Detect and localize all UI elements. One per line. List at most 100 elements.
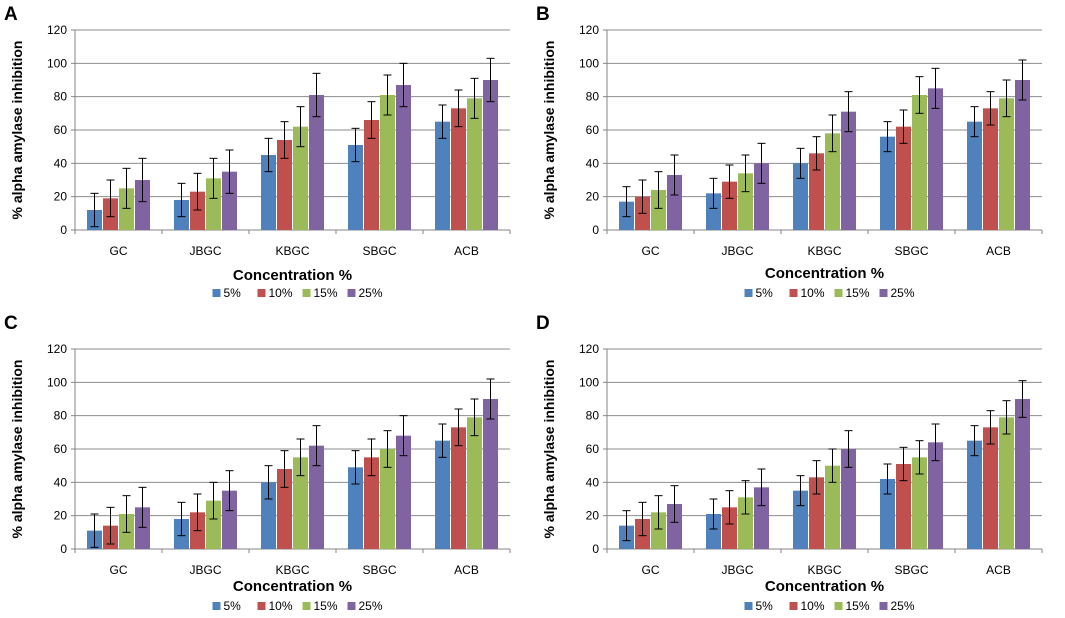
y-tick-label: 120: [579, 342, 599, 356]
bar: [396, 85, 411, 230]
chart-svg: D 0 20 40 60 80 100 120 GC JBGC KBGC SBGC ACB Concent…: [536, 313, 1043, 613]
bar: [277, 140, 292, 230]
x-tick-label: ACB: [454, 244, 479, 258]
bar: [1015, 399, 1030, 549]
y-axis-label: % alpha amylase inhibition: [541, 41, 557, 220]
legend-swatch: [744, 602, 753, 610]
chart-panel-c: C 0 20 40 60 80 100 120 GC JBGC KBGC SBGC ACB Concent…: [0, 309, 532, 618]
y-tick-label: 20: [54, 509, 68, 523]
bar: [667, 504, 682, 549]
legend-entry: 15%: [314, 599, 338, 613]
bar: [483, 80, 498, 230]
bar: [983, 427, 998, 549]
x-tick-label: ACB: [454, 563, 479, 577]
bar: [293, 126, 308, 230]
bar: [667, 175, 682, 230]
y-tick-label: 20: [586, 190, 600, 204]
x-tick-label: JBGC: [721, 244, 753, 258]
bar: [135, 180, 150, 230]
y-tick-label: 60: [586, 442, 600, 456]
bar: [706, 193, 721, 230]
bar: [190, 191, 205, 230]
legend-swatch: [347, 602, 356, 610]
legend-entry: 25%: [891, 286, 915, 300]
chart-svg: A 0 20 40 60 80 100 120 GC JBGC KBGC SBGC ACB Concent…: [4, 4, 511, 300]
y-tick-label: 80: [54, 90, 68, 104]
bar: [206, 500, 221, 549]
y-tick-label: 60: [586, 123, 600, 137]
panel-label: D: [536, 313, 550, 334]
legend-swatch: [212, 289, 221, 297]
y-tick-label: 120: [47, 23, 67, 37]
x-tick-label: GC: [642, 244, 660, 258]
bar: [651, 190, 666, 230]
chart-svg: C 0 20 40 60 80 100 120 GC JBGC KBGC SBGC ACB Concent…: [4, 313, 511, 613]
legend-entry: 10%: [269, 599, 293, 613]
bar: [841, 449, 856, 549]
bar: [435, 121, 450, 230]
bar: [754, 487, 769, 549]
bar: [435, 440, 450, 549]
legend-swatch: [212, 602, 221, 610]
legend-entry: 5%: [224, 286, 242, 300]
bar: [722, 181, 737, 230]
y-tick-label: 20: [54, 190, 68, 204]
legend-entry: 10%: [269, 286, 293, 300]
bar: [880, 136, 895, 230]
bar: [912, 457, 927, 549]
bar: [451, 108, 466, 230]
bar: [809, 477, 824, 549]
y-tick-label: 40: [54, 475, 68, 489]
y-tick-label: 0: [592, 542, 599, 556]
legend-swatch: [879, 602, 888, 610]
legend-entry: 15%: [846, 286, 870, 300]
x-axis-label: Concentration %: [765, 578, 884, 595]
legend-entry: 15%: [314, 286, 338, 300]
legend-entry: 10%: [801, 286, 825, 300]
bar: [912, 95, 927, 230]
bar: [222, 171, 237, 230]
y-tick-label: 40: [586, 156, 600, 170]
y-tick-label: 40: [54, 156, 68, 170]
y-tick-label: 100: [47, 375, 67, 389]
bar: [206, 178, 221, 230]
x-tick-label: KBGC: [807, 244, 841, 258]
legend-entry: 5%: [756, 599, 774, 613]
bar: [754, 163, 769, 230]
y-axis-label: % alpha amylase inhibition: [541, 360, 557, 539]
legend-entry: 5%: [756, 286, 774, 300]
bar: [880, 479, 895, 549]
y-tick-label: 60: [54, 442, 68, 456]
bar: [309, 445, 324, 549]
legend-swatch: [834, 289, 843, 297]
x-axis-label: Concentration %: [233, 578, 352, 595]
y-tick-label: 80: [586, 90, 600, 104]
bar: [222, 490, 237, 549]
legend-swatch: [347, 289, 356, 297]
chart-panel-a: A 0 20 40 60 80 100 120 GC JBGC KBGC SBGC ACB Concent…: [0, 0, 532, 309]
bar: [1015, 80, 1030, 230]
bar: [277, 469, 292, 549]
x-tick-label: JBGC: [189, 244, 221, 258]
bar: [135, 507, 150, 549]
bar: [706, 514, 721, 549]
bar: [967, 440, 982, 549]
bar: [119, 188, 134, 230]
bar: [896, 464, 911, 549]
bar: [309, 95, 324, 230]
bar: [651, 512, 666, 549]
y-axis-label: % alpha amylase inhibition: [9, 360, 25, 539]
x-tick-label: KBGC: [807, 563, 841, 577]
bar: [967, 121, 982, 230]
legend-swatch: [257, 289, 266, 297]
x-tick-label: KBGC: [275, 563, 309, 577]
y-tick-label: 120: [579, 23, 599, 37]
legend-swatch: [257, 602, 266, 610]
y-tick-label: 0: [60, 542, 67, 556]
x-tick-label: SBGC: [362, 244, 396, 258]
bar: [364, 120, 379, 230]
legend-swatch: [302, 602, 311, 610]
y-axis-label: % alpha amylase inhibition: [9, 41, 25, 220]
y-tick-label: 80: [586, 409, 600, 423]
bar: [467, 98, 482, 230]
